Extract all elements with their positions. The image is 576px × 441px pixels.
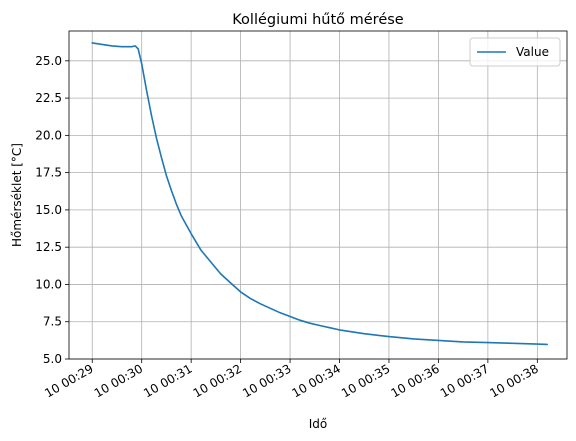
x-tick-label: 10 00:31 xyxy=(141,361,194,400)
legend-series-label: Value xyxy=(516,45,549,59)
x-tick-label: 10 00:35 xyxy=(339,361,392,400)
series-layer xyxy=(91,42,549,346)
y-axis-label: Hőmérséklet [°C] xyxy=(10,143,24,247)
x-tick-label: 10 00:34 xyxy=(290,361,343,400)
x-tick-label: 10 00:36 xyxy=(388,361,441,400)
x-tick-label: 10 00:37 xyxy=(438,361,491,400)
y-tick-label: 22.5 xyxy=(35,91,62,105)
x-axis-label: Idő xyxy=(309,417,328,431)
x-tick-label: 10 00:38 xyxy=(487,361,540,400)
x-gridlines xyxy=(91,31,538,359)
y-tick-label: 12.5 xyxy=(35,240,62,254)
y-tick-label: 5.0 xyxy=(43,352,62,366)
legend: Value xyxy=(469,37,561,67)
y-axis-ticks: 5.0 7.5 10.0 12.5 15.0 17.5 20.0 22.5 25.0 xyxy=(35,54,69,366)
plot-frame xyxy=(68,30,568,360)
plot-background xyxy=(69,31,567,359)
series-line-value xyxy=(91,42,549,346)
y-tick-label: 15.0 xyxy=(35,203,62,217)
x-tick-label: 10 00:29 xyxy=(42,361,95,400)
x-tick-label: 10 00:30 xyxy=(92,361,145,400)
x-tick-label: 10 00:32 xyxy=(191,361,244,400)
y-tick-label: 20.0 xyxy=(35,128,62,142)
y-tick-label: 10.0 xyxy=(35,277,62,291)
y-tick-label: 17.5 xyxy=(35,166,62,180)
y-tick-label: 25.0 xyxy=(35,54,62,68)
chart-title: Kollégiumi hűtő mérése xyxy=(232,12,404,28)
y-tick-label: 7.5 xyxy=(43,315,62,329)
x-tick-label: 10 00:33 xyxy=(240,361,293,400)
legend-box xyxy=(469,37,561,67)
